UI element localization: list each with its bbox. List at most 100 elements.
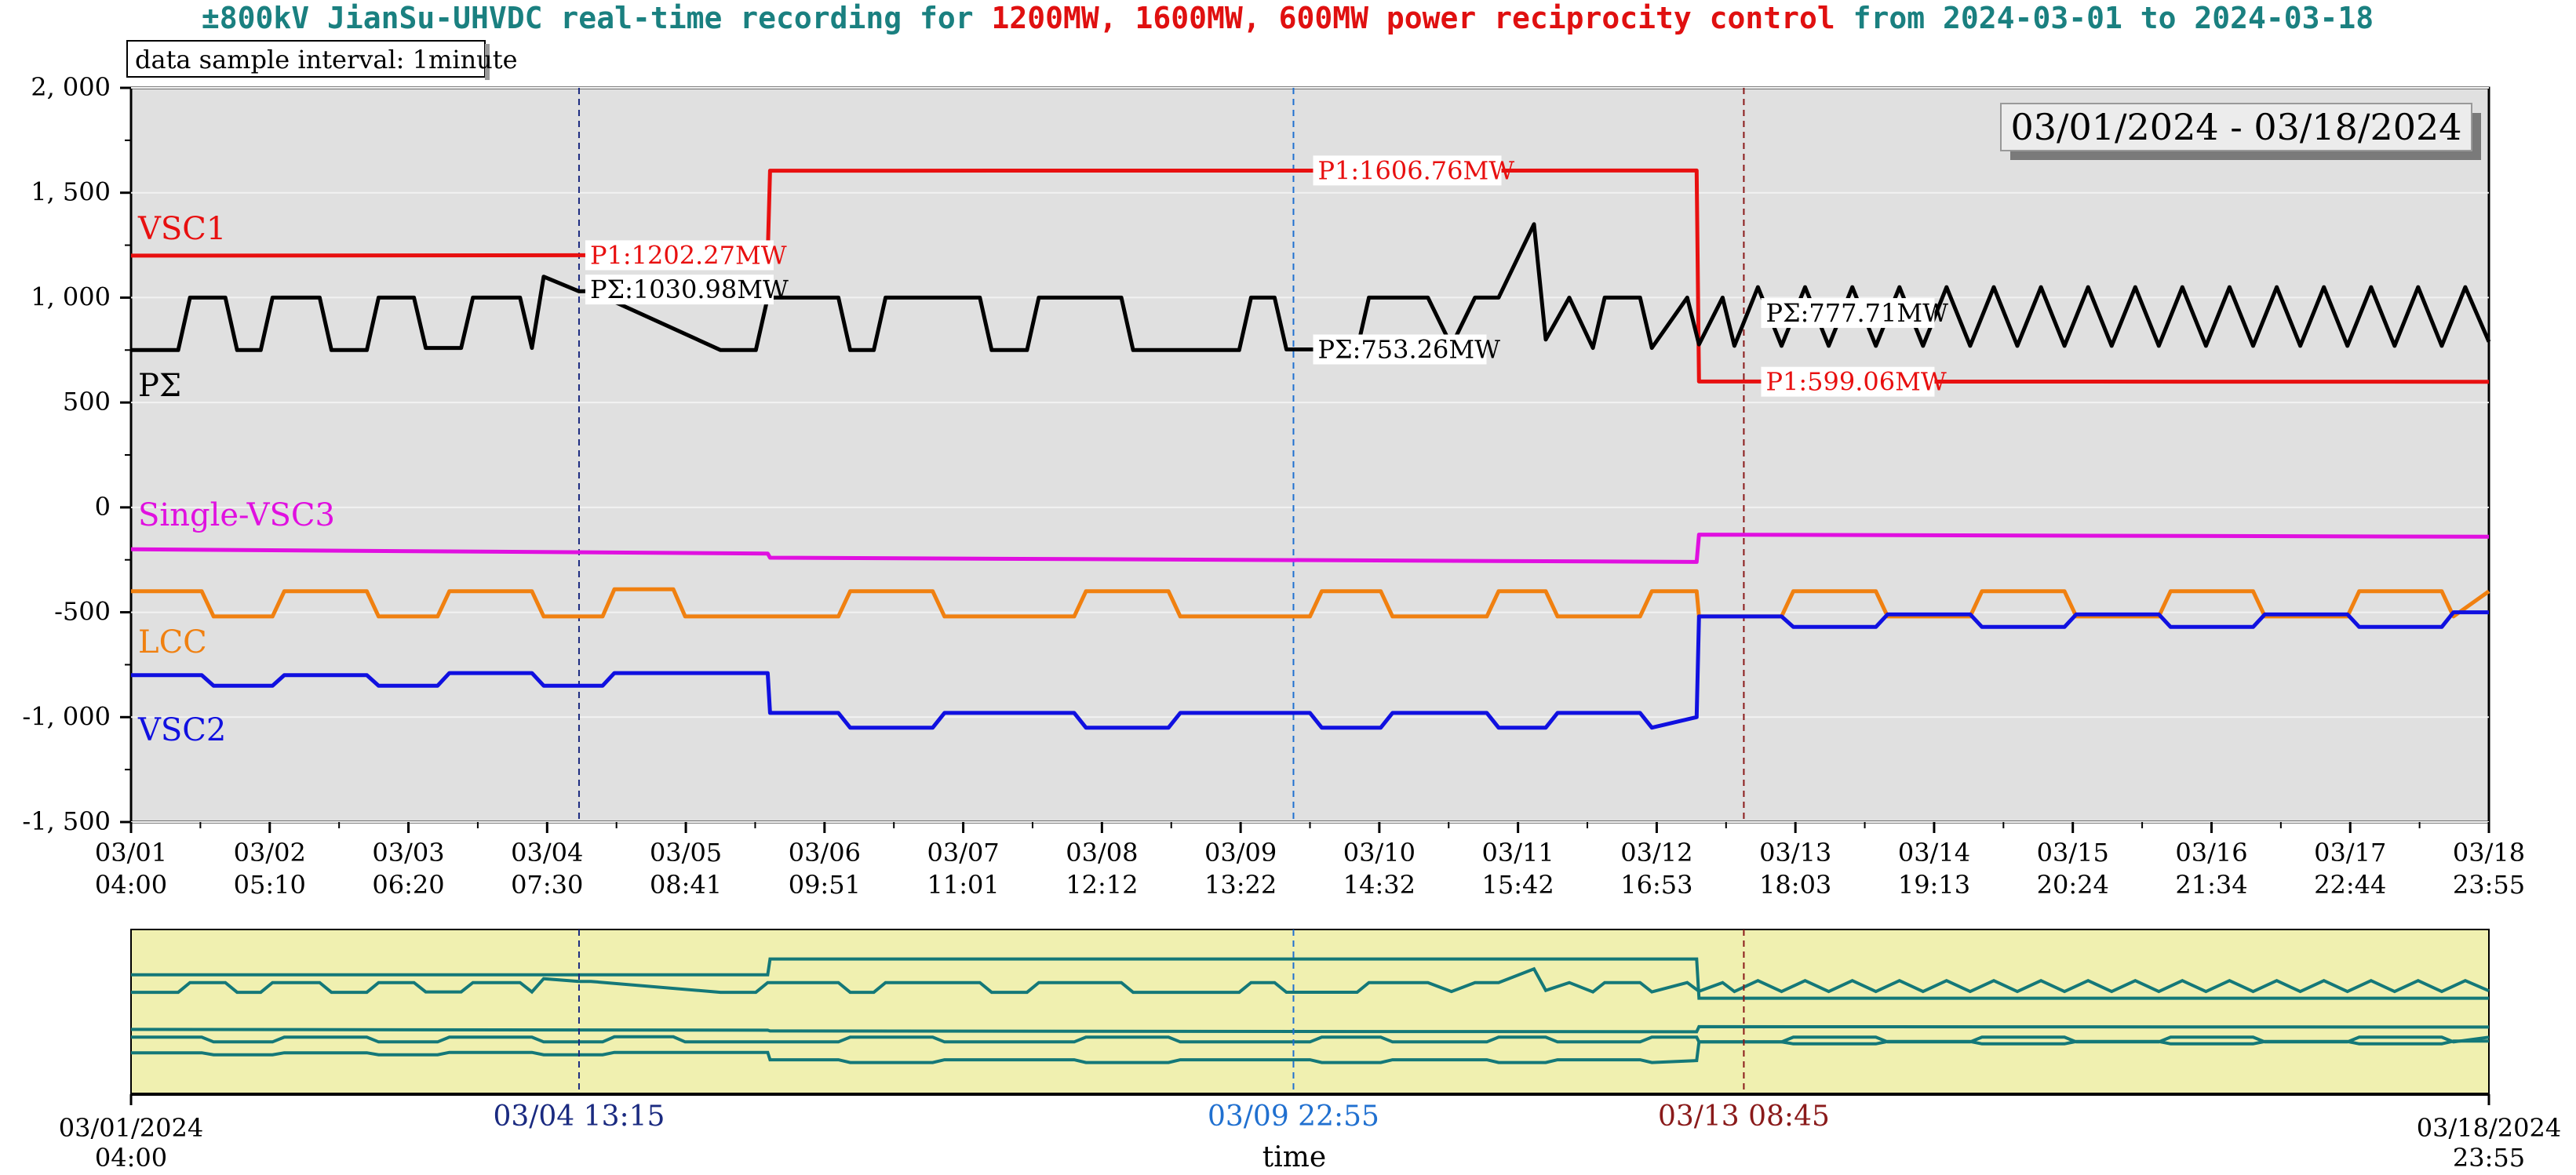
annotation: P1:1202.27MW (585, 240, 787, 271)
x-tick-date: 03/12 (1620, 838, 1692, 868)
marker-lines-main (578, 88, 1745, 822)
x-tick-date: 03/07 (927, 838, 999, 868)
title-highlight: 1200MW, 1600MW, 600MW power reciprocity … (992, 1, 1835, 35)
x-tick-time: 21:34 (2175, 870, 2247, 900)
x-tick-time: 04:00 (95, 870, 167, 900)
x-tick-time: 16:53 (1620, 870, 1692, 900)
x-tick-time: 12:12 (1066, 870, 1138, 900)
x-tick-time: 08:41 (650, 870, 722, 900)
annotation-box (585, 275, 774, 305)
marker-label: 03/09 22:55 (1208, 1100, 1379, 1133)
y-tick-label: -500 (54, 597, 111, 627)
plot-background (129, 86, 2490, 824)
y-tick-label: 1, 000 (31, 282, 111, 311)
overview-background (130, 929, 2490, 1095)
x-tick-time: 19:13 (1898, 870, 1970, 900)
overview-xlabel: time (1262, 1141, 1326, 1173)
annotations: P1:1202.27MW PΣ:1030.98MW P1:1606.76MW PΣ:7… (585, 155, 1948, 397)
annotation-text: P1:599.06MW (1765, 367, 1946, 397)
x-tick-date: 03/06 (789, 838, 861, 868)
x-tick-date: 03/14 (1898, 838, 1970, 868)
annotation-box (1313, 334, 1487, 365)
x-tick-date: 03/04 (511, 838, 583, 868)
overview-navigator[interactable]: 03/04 13:15 03/09 22:55 03/13 08:45 03/01/2… (59, 929, 2561, 1173)
x-tick-time: 13:22 (1204, 870, 1277, 900)
series-line-lcc (131, 587, 2490, 619)
x-tick-date: 03/13 (1759, 838, 1831, 868)
series-label: Single-VSC3 (138, 497, 335, 533)
series-label: VSC2 (137, 712, 226, 748)
x-tick-date: 03/01 (95, 838, 167, 868)
annotation-box (585, 240, 774, 271)
main-plot: 2, 000 1, 500 1, 000 500 0 -500 -1, 000 -1, 500… (22, 72, 2525, 900)
y-axis: 2, 000 1, 500 1, 000 500 0 -500 -1, 000 -1, 500 (22, 72, 131, 836)
overview-end-date: 03/18/2024 (2417, 1113, 2561, 1143)
x-tick-date: 03/02 (234, 838, 306, 868)
annotation: PΣ:1030.98MW (585, 275, 789, 305)
x-tick-date: 03/08 (1066, 838, 1138, 868)
x-tick-date: 03/05 (650, 838, 722, 868)
annotation: PΣ:777.71MW (1761, 298, 1948, 329)
marker-label: 03/13 08:45 (1658, 1100, 1830, 1133)
annotation: P1:599.06MW (1761, 366, 1947, 397)
overview-end-time: 23:55 (2453, 1143, 2525, 1173)
overview-ticks (129, 1094, 2490, 1105)
sample-note-text: data sample interval: 1minute (135, 45, 518, 75)
x-tick-time: 18:03 (1759, 870, 1831, 900)
overview-series-line (131, 966, 2490, 995)
title-suffix: from 2024-03-01 to 2024-03-18 (1835, 1, 2374, 35)
series-line-vsc2 (131, 610, 2489, 730)
marker-label: 03/04 13:15 (493, 1100, 665, 1133)
x-tick-time: 09:51 (789, 870, 861, 900)
annotation-box (1313, 155, 1502, 186)
y-tick-label: 0 (95, 492, 111, 522)
x-tick-time: 22:44 (2314, 870, 2386, 900)
x-tick-time: 14:32 (1343, 870, 1416, 900)
series-label: LCC (138, 624, 207, 660)
overview-start-time: 04:00 (95, 1143, 167, 1173)
overview-labels: 03/04 13:15 03/09 22:55 03/13 08:45 03/01/2… (59, 1100, 2561, 1173)
overview-series-line (130, 1024, 2490, 1034)
sample-note: data sample interval: 1minute (126, 40, 518, 80)
chart-title: ±800kV JianSu-UHVDC real-time recording … (202, 1, 2374, 35)
annotation: PΣ:753.26MW (1313, 334, 1501, 365)
x-tick-time: 07:30 (511, 870, 583, 900)
date-range-text: 03/01/2024 - 03/18/2024 (2010, 106, 2461, 148)
x-tick-date: 03/10 (1343, 838, 1416, 868)
x-tick-time: 20:24 (2037, 870, 2109, 900)
series-labels: VSC1 PΣ Single-VSC3 LCC VSC2 (137, 211, 335, 748)
annotation-text: PΣ:1030.98MW (590, 275, 789, 304)
y-tick-label: 2, 000 (31, 72, 111, 102)
x-tick-date: 03/16 (2175, 838, 2247, 868)
series-line-single-vsc3 (130, 533, 2490, 564)
overview-marker-lines (578, 929, 1745, 1094)
annotation: P1:1606.76MW (1313, 155, 1515, 186)
x-tick-date: 03/17 (2314, 838, 2386, 868)
annotation-text: PΣ:753.26MW (1318, 334, 1501, 364)
x-tick-date: 03/09 (1204, 838, 1277, 868)
series-line-vsc1 (130, 168, 2490, 384)
annotation-text: P1:1606.76MW (1318, 155, 1515, 185)
series-label: VSC1 (137, 211, 226, 247)
x-tick-time: 15:42 (1482, 870, 1554, 900)
x-tick-date: 03/11 (1482, 838, 1554, 868)
series-group (130, 168, 2491, 730)
overview-series-line (131, 1039, 2489, 1064)
x-tick-date: 03/18 (2453, 838, 2525, 868)
annotation-text: P1:1202.27MW (590, 240, 787, 270)
series-line-p- (131, 222, 2491, 352)
series-label: PΣ (138, 368, 181, 404)
x-tick-time: 06:20 (372, 870, 444, 900)
overview-start-date: 03/01/2024 (59, 1113, 203, 1143)
y-tick-label: -1, 000 (22, 701, 111, 731)
annotation-box (1761, 298, 1935, 329)
annotation-text: PΣ:777.71MW (1765, 298, 1948, 328)
x-tick-time: 05:10 (234, 870, 306, 900)
x-tick-time: 23:55 (2453, 870, 2525, 900)
x-tick-time: 11:01 (927, 870, 999, 900)
y-tick-label: 500 (63, 387, 111, 417)
x-tick-date: 03/03 (372, 838, 444, 868)
title-prefix: ±800kV JianSu-UHVDC real-time recording … (202, 1, 992, 35)
